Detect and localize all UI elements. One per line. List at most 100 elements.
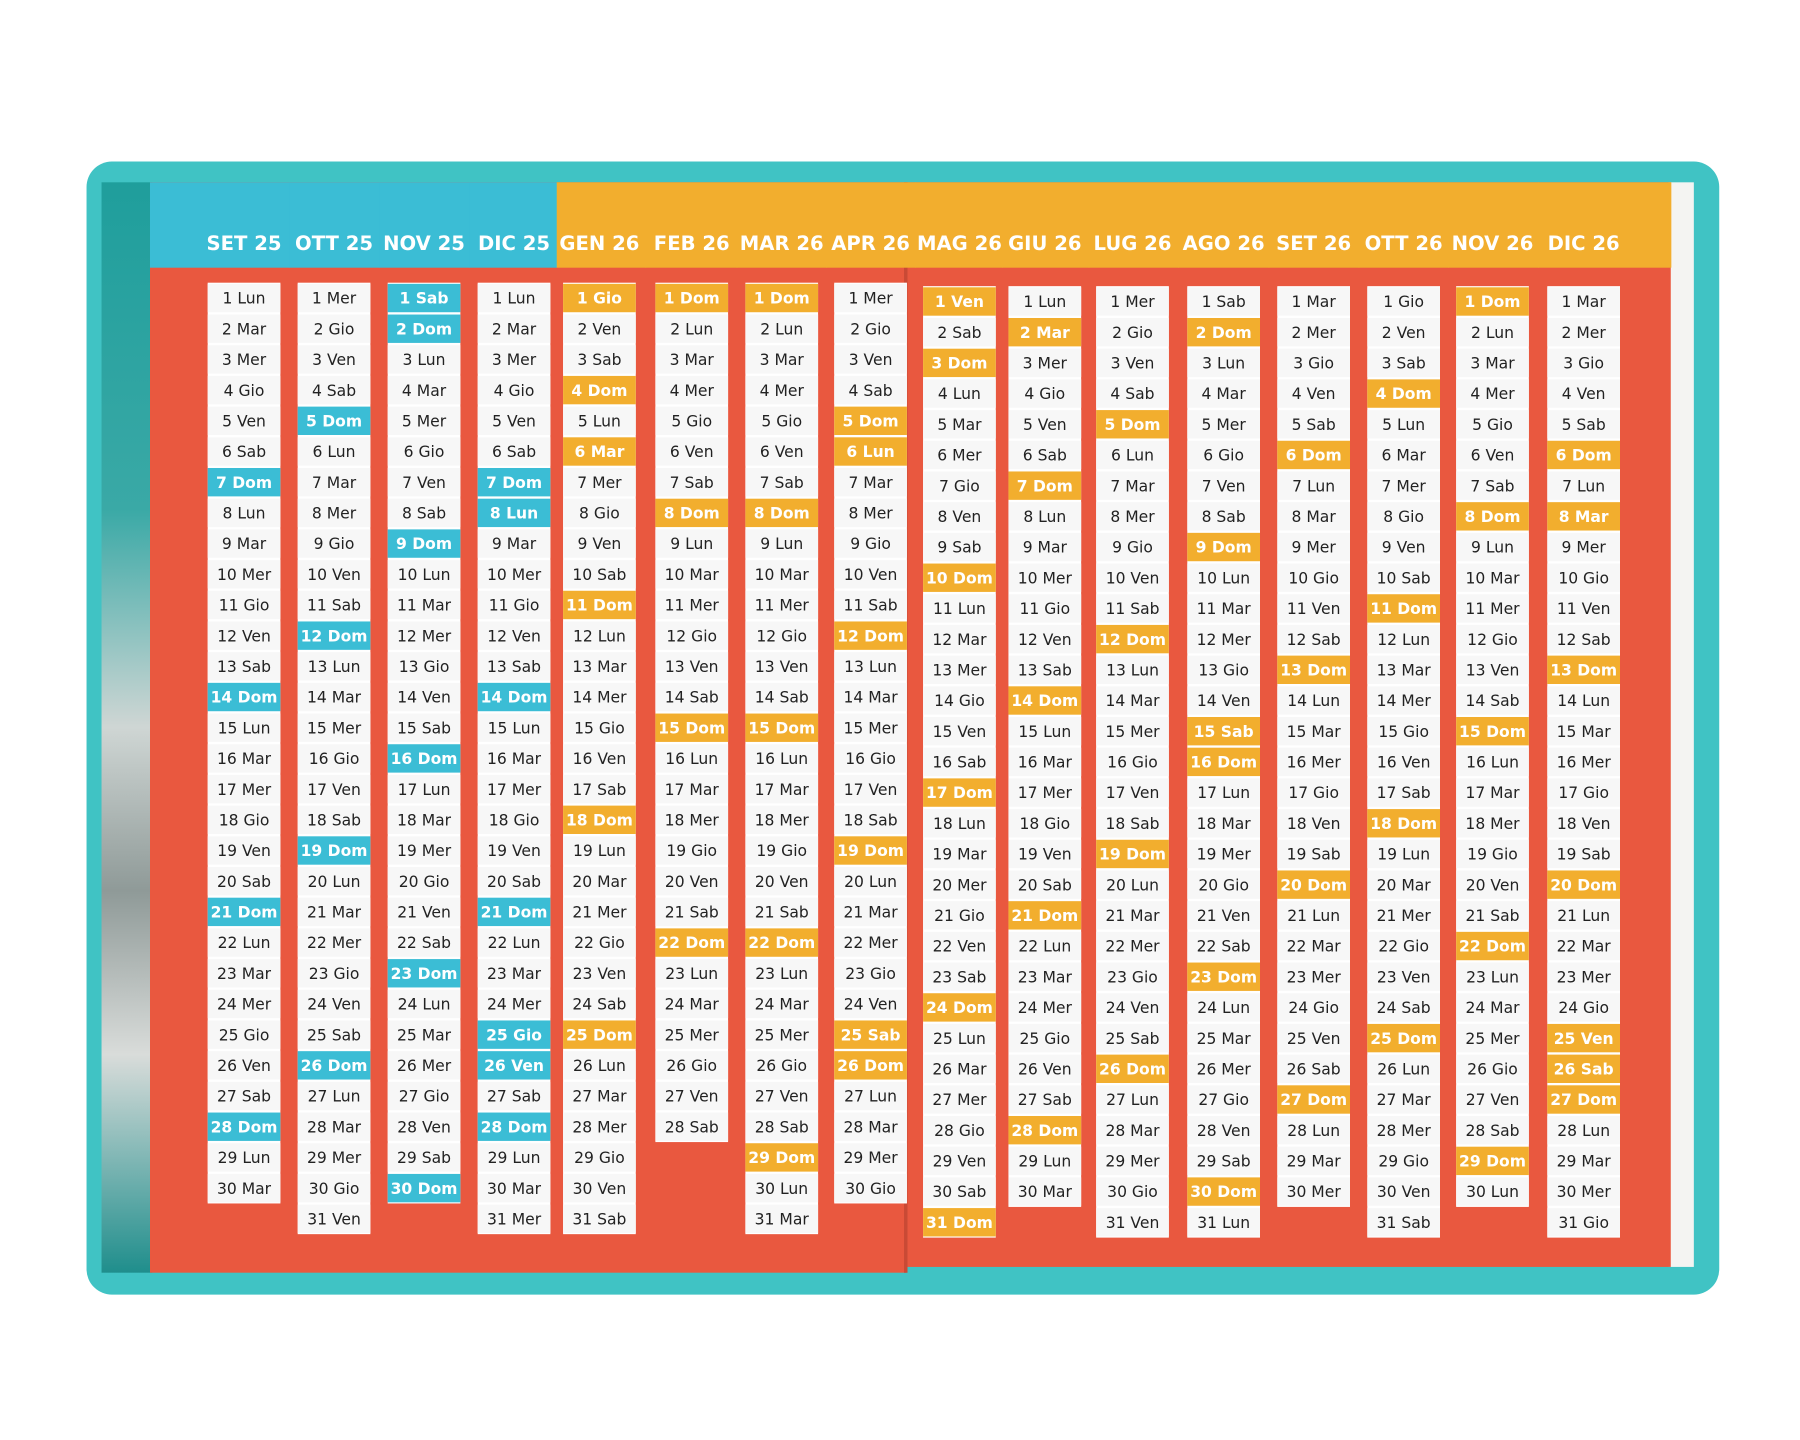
day-cell <box>834 989 907 1019</box>
day-cell <box>1367 901 1440 930</box>
day-cell <box>387 713 461 742</box>
day-cell <box>1547 440 1620 470</box>
header-band <box>150 182 290 268</box>
day-label: 7 Dom <box>216 474 272 492</box>
day-cell <box>387 283 461 313</box>
day-cell <box>1096 655 1169 684</box>
day-label: 23 Lun <box>665 965 718 983</box>
day-label: 20 Mar <box>572 873 627 891</box>
day-cell <box>834 375 907 405</box>
day-cell <box>297 836 371 865</box>
day-label: 11 Gio <box>219 597 270 615</box>
day-label: 17 Lun <box>398 781 451 799</box>
day-cell <box>1456 318 1529 347</box>
day-cell <box>1096 594 1169 623</box>
day-label: 21 Sab <box>755 904 809 922</box>
day-label: 6 Dom <box>1556 447 1612 465</box>
day-label: 13 Mer <box>932 661 987 679</box>
day-label: 24 Mar <box>665 996 720 1014</box>
day-label: 2 Lun <box>670 320 713 338</box>
day-label: 23 Mer <box>1287 968 1342 986</box>
day-label: 12 Gio <box>666 627 717 645</box>
day-cell <box>1008 1054 1082 1083</box>
day-cell <box>297 560 371 589</box>
day-label: 17 Mar <box>755 781 810 799</box>
day-label: 3 Mer <box>1023 355 1068 373</box>
day-label: 20 Lun <box>844 873 897 891</box>
day-label: 17 Mar <box>665 781 720 799</box>
day-cell <box>297 1143 371 1172</box>
day-cell <box>563 283 636 313</box>
day-cell <box>834 1051 907 1080</box>
day-label: 12 Mar <box>932 631 987 649</box>
day-cell <box>1547 1054 1620 1083</box>
day-cell <box>387 621 461 650</box>
day-label: 11 Ven <box>1557 600 1611 618</box>
day-label: 28 Mar <box>844 1118 899 1136</box>
day-label: 13 Lun <box>308 658 361 676</box>
day-cell <box>745 867 819 896</box>
day-label: 29 Mer <box>1105 1153 1160 1171</box>
month-header: OTT 26 <box>1365 232 1443 255</box>
day-label: 22 Mer <box>307 934 362 952</box>
day-label: 1 Gio <box>577 290 622 308</box>
day-label: 16 Lun <box>1466 754 1519 772</box>
day-label: 30 Mar <box>487 1180 542 1198</box>
day-label: 26 Dom <box>837 1057 904 1075</box>
day-label: 27 Lun <box>1106 1091 1159 1109</box>
day-cell <box>297 437 371 466</box>
day-cell <box>1008 839 1082 869</box>
day-cell <box>1456 563 1529 592</box>
day-cell <box>834 406 907 435</box>
day-label: 29 Mar <box>1287 1153 1342 1171</box>
day-cell <box>207 437 281 466</box>
day-cell <box>477 1081 551 1111</box>
day-cell <box>1277 901 1350 930</box>
day-cell <box>563 437 636 466</box>
day-label: 2 Ven <box>1382 324 1426 342</box>
day-cell <box>207 897 281 927</box>
day-label: 28 Dom <box>211 1118 278 1136</box>
day-cell <box>563 744 636 773</box>
day-label: 7 Mer <box>577 474 622 492</box>
day-label: 15 Gio <box>574 719 625 737</box>
day-label: 27 Gio <box>1198 1091 1249 1109</box>
day-cell <box>745 774 819 804</box>
month-header: DIC 25 <box>478 232 550 255</box>
day-label: 1 Dom <box>664 290 720 308</box>
day-label: 2 Lun <box>1471 324 1514 342</box>
day-label: 31 Ven <box>307 1210 361 1228</box>
day-cell <box>1008 1023 1082 1053</box>
column-bg <box>1456 286 1529 1207</box>
day-label: 9 Mar <box>492 535 537 553</box>
day-cell <box>1456 1054 1529 1083</box>
day-label: 11 Mer <box>755 597 810 615</box>
day-cell <box>387 437 461 466</box>
day-label: 22 Mer <box>843 934 898 952</box>
day-cell <box>1547 410 1620 439</box>
day-cell <box>745 1173 819 1203</box>
day-cell <box>563 928 636 957</box>
day-label: 10 Lun <box>1197 569 1250 587</box>
day-cell <box>1547 809 1620 838</box>
day-cell <box>1008 962 1082 991</box>
day-cell <box>1456 931 1529 961</box>
day-label: 24 Mar <box>1465 999 1520 1017</box>
day-label: 23 Sab <box>932 968 986 986</box>
day-label: 12 Lun <box>573 627 626 645</box>
day-cell <box>1187 809 1260 838</box>
day-cell <box>207 529 281 558</box>
header-band <box>1088 182 1179 268</box>
day-label: 14 Ven <box>1197 692 1251 710</box>
day-label: 16 Mar <box>217 750 272 768</box>
day-cell <box>387 1173 461 1203</box>
day-label: 27 Gio <box>399 1088 450 1106</box>
day-cell <box>477 1143 551 1172</box>
day-label: 21 Mer <box>572 904 627 922</box>
day-cell <box>1456 1116 1529 1145</box>
day-label: 22 Gio <box>1378 938 1429 956</box>
day-cell <box>834 867 907 896</box>
day-label: 7 Dom <box>486 474 542 492</box>
day-label: 18 Dom <box>566 811 633 829</box>
day-label: 7 Mer <box>1382 477 1427 495</box>
